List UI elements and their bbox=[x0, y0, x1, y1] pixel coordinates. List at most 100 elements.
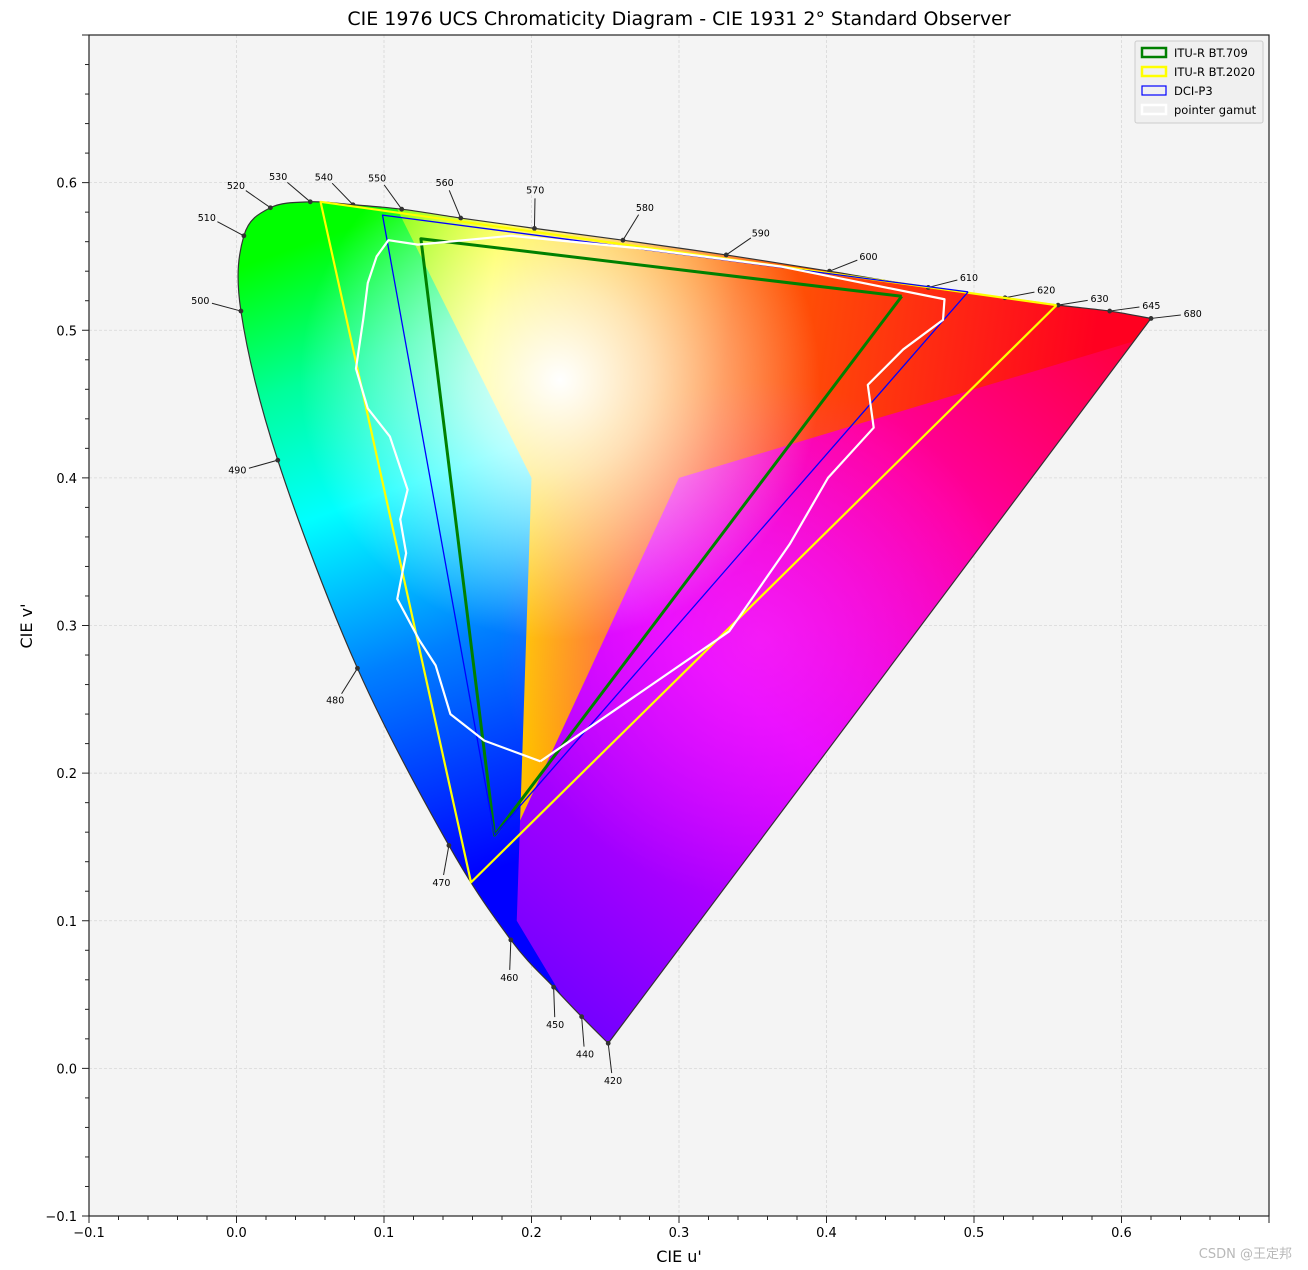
wavelength-leader bbox=[331, 182, 354, 206]
wavelength-dot bbox=[446, 843, 452, 848]
wavelength-label: 570 bbox=[526, 185, 544, 196]
wavelength-leader bbox=[1057, 299, 1088, 306]
wavelength-leader bbox=[509, 939, 512, 970]
wavelength-dot bbox=[723, 252, 729, 258]
wavelength-leader bbox=[245, 190, 271, 209]
wavelength-leader bbox=[217, 221, 245, 237]
y-tick-label: 0.0 bbox=[56, 1062, 77, 1077]
wavelength-leader bbox=[553, 987, 556, 1018]
x-tick-label: 0.2 bbox=[521, 1226, 542, 1241]
wavelength-dot bbox=[307, 199, 313, 205]
watermark: CSDN @王定邦 bbox=[1199, 1247, 1292, 1262]
wavelength-label: 450 bbox=[546, 1020, 564, 1031]
wavelength-leader bbox=[533, 198, 536, 229]
gamut-triangles bbox=[319, 200, 1058, 884]
wavelength-leader bbox=[443, 845, 450, 876]
wavelength-leader bbox=[287, 182, 311, 203]
wavelength-label: 460 bbox=[500, 973, 518, 984]
x-tick-label: 0.1 bbox=[374, 1226, 395, 1241]
legend-label: ITU-R BT.709 bbox=[1174, 46, 1248, 60]
gamut-pointer-gamut bbox=[354, 234, 946, 763]
wavelength-label: 540 bbox=[315, 172, 333, 183]
wavelength-leader bbox=[581, 1016, 585, 1047]
wavelength-label: 480 bbox=[326, 696, 344, 707]
wavelength-dot bbox=[1148, 316, 1154, 321]
y-tick-label: 0.2 bbox=[56, 767, 77, 782]
chart-title: CIE 1976 UCS Chromaticity Diagram - CIE … bbox=[347, 8, 1011, 30]
wavelength-dot bbox=[275, 457, 281, 463]
wavelength-leader bbox=[829, 259, 858, 272]
legend-swatch bbox=[1140, 65, 1168, 78]
wavelength-label: 530 bbox=[269, 172, 287, 183]
wavelength-dot bbox=[399, 206, 405, 212]
wavelength-leader bbox=[1004, 291, 1035, 299]
legend-label: pointer gamut bbox=[1174, 103, 1257, 117]
wavelength-leader bbox=[1109, 306, 1140, 312]
x-tick-label: 0.6 bbox=[1111, 1226, 1132, 1241]
wavelength-label: 610 bbox=[960, 273, 978, 284]
y-tick-label: 0.4 bbox=[56, 472, 77, 487]
wavelength-leader bbox=[622, 214, 640, 241]
wavelength-leader bbox=[448, 190, 462, 219]
wavelength-label: 680 bbox=[1184, 309, 1202, 320]
wavelength-leader bbox=[248, 459, 278, 469]
y-tick-label: 0.5 bbox=[56, 324, 77, 339]
wavelength-leader bbox=[928, 279, 958, 288]
x-tick-label: −0.1 bbox=[73, 1226, 105, 1241]
wavelength-leader bbox=[383, 184, 403, 210]
x-tick-label: 0.3 bbox=[669, 1226, 690, 1241]
wavelength-dot bbox=[238, 308, 244, 314]
x-tick-label: 0.0 bbox=[226, 1226, 247, 1241]
wavelength-leader bbox=[341, 668, 358, 695]
wavelength-label: 620 bbox=[1037, 286, 1055, 297]
y-tick-label: 0.6 bbox=[56, 177, 77, 192]
wavelength-label: 440 bbox=[576, 1050, 594, 1061]
wavelength-dot bbox=[620, 237, 626, 243]
wavelength-dot bbox=[1107, 308, 1113, 314]
y-axis-label: CIE v' bbox=[17, 604, 36, 649]
wavelength-dot bbox=[241, 233, 247, 239]
wavelength-dot bbox=[355, 665, 360, 671]
wavelength-label: 580 bbox=[636, 203, 654, 214]
legend: ITU-R BT.709 ITU-R BT.2020 DCI-P3 pointer g… bbox=[1134, 40, 1264, 124]
legend-swatch bbox=[1140, 103, 1168, 116]
wavelength-leader bbox=[1150, 314, 1181, 319]
legend-label: ITU-R BT.2020 bbox=[1174, 65, 1255, 79]
wavelength-dot bbox=[268, 205, 273, 211]
wavelength-label: 500 bbox=[191, 296, 209, 307]
y-tick-label: −0.1 bbox=[45, 1210, 77, 1225]
legend-label: DCI-P3 bbox=[1174, 84, 1213, 98]
wavelength-dot bbox=[551, 984, 557, 990]
wavelength-label: 550 bbox=[368, 173, 386, 184]
wavelength-label: 470 bbox=[432, 878, 450, 889]
wavelength-dot bbox=[605, 1040, 611, 1046]
gamut-itu-r-bt-709 bbox=[419, 237, 903, 837]
wavelength-label: 600 bbox=[859, 252, 877, 263]
x-tick-label: 0.4 bbox=[816, 1226, 837, 1241]
legend-swatch bbox=[1141, 85, 1167, 96]
wavelength-leader bbox=[211, 302, 242, 312]
legend-box bbox=[1134, 40, 1264, 124]
wavelength-dot bbox=[508, 937, 514, 943]
axes: −0.1 0.0 0.1 0.2 0.3 0.4 0.5 0.6 −0.1 0.0 0.1 0.2 0.… bbox=[45, 34, 1270, 1241]
wavelength-leader bbox=[725, 237, 752, 256]
wavelength-dot bbox=[579, 1014, 585, 1020]
wavelength-leader bbox=[607, 1043, 613, 1074]
x-tick-label: 0.5 bbox=[964, 1226, 985, 1241]
legend-swatch bbox=[1140, 46, 1168, 59]
wavelength-dot bbox=[458, 215, 464, 221]
wavelength-label: 645 bbox=[1142, 301, 1160, 312]
wavelength-label: 490 bbox=[228, 465, 246, 476]
y-tick-label: 0.1 bbox=[56, 915, 77, 930]
wavelength-label: 520 bbox=[227, 181, 245, 192]
wavelength-label: 590 bbox=[752, 228, 770, 239]
y-tick-label: 0.3 bbox=[56, 620, 77, 635]
wavelength-label: 420 bbox=[604, 1076, 622, 1087]
wavelength-dot bbox=[532, 225, 537, 231]
x-axis-label: CIE u' bbox=[656, 1247, 702, 1266]
wavelength-label: 630 bbox=[1090, 294, 1108, 305]
wavelength-markers: 420 440 450 460 470 480 490 500 510 520 530 540 550 5… bbox=[191, 172, 1201, 1087]
wavelength-label: 560 bbox=[436, 178, 454, 189]
wavelength-label: 510 bbox=[198, 213, 216, 224]
